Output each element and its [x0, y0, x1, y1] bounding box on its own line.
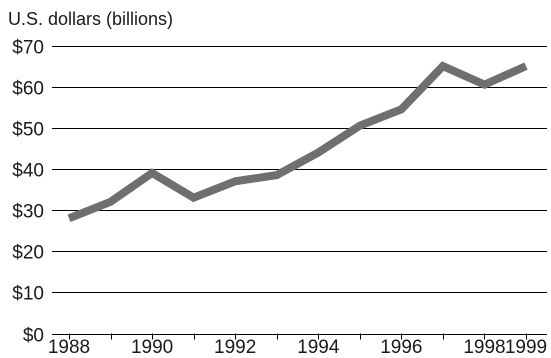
x-tick-label: 1988 — [48, 337, 90, 358]
x-tick-labels: 1988 1990 1992 1994 1996 1998 1999 — [48, 337, 547, 358]
y-tick-labels: $0 $10 $20 $30 $40 $50 $60 $70 — [12, 38, 44, 347]
x-tick-label: 1996 — [380, 337, 422, 358]
x-tick-marks — [69, 333, 527, 340]
y-tick-label: $50 — [12, 120, 44, 141]
series-lines — [67, 61, 528, 223]
x-tick-label: 1998 — [463, 337, 505, 358]
series-line-0 — [67, 61, 528, 223]
y-axis-label: U.S. dollars (billions) — [8, 9, 173, 29]
x-tick-label: 1994 — [297, 337, 340, 358]
x-tick-label: 1999 — [505, 337, 547, 358]
y-tick-label: $0 — [23, 326, 44, 347]
y-tick-label: $20 — [12, 243, 44, 264]
y-tick-label: $60 — [12, 79, 44, 100]
x-tick-label: 1990 — [131, 337, 173, 358]
grid-lines — [52, 46, 547, 335]
x-tick-label: 1992 — [214, 337, 256, 358]
y-tick-label: $10 — [12, 284, 44, 305]
y-tick-label: $70 — [12, 38, 44, 59]
y-tick-label: $30 — [12, 202, 44, 223]
y-tick-label: $40 — [12, 161, 44, 182]
